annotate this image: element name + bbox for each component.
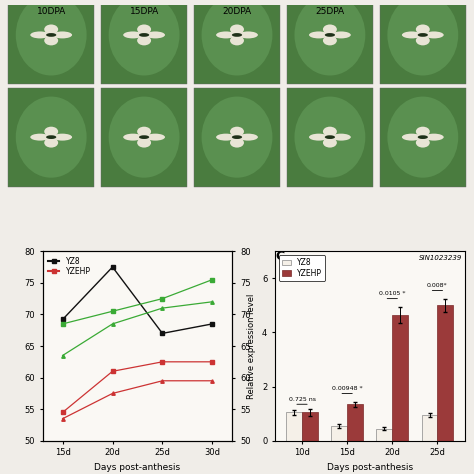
Ellipse shape: [416, 138, 430, 147]
Text: SIN1023239: SIN1023239: [419, 255, 462, 261]
Bar: [286, 412, 302, 441]
Ellipse shape: [137, 127, 151, 137]
Ellipse shape: [16, 97, 87, 178]
Bar: [422, 415, 438, 441]
Ellipse shape: [309, 134, 328, 141]
Ellipse shape: [416, 127, 430, 137]
Ellipse shape: [331, 134, 351, 141]
Ellipse shape: [109, 0, 180, 75]
Ellipse shape: [53, 31, 72, 38]
Ellipse shape: [323, 36, 337, 46]
Ellipse shape: [323, 25, 337, 34]
Text: 0.008*: 0.008*: [427, 283, 448, 288]
Ellipse shape: [44, 36, 58, 46]
Bar: [287, 88, 373, 187]
Y-axis label: Relative expression level: Relative expression level: [247, 293, 256, 399]
Ellipse shape: [402, 31, 421, 38]
Ellipse shape: [44, 25, 58, 34]
Ellipse shape: [232, 135, 242, 139]
Ellipse shape: [238, 31, 258, 38]
Bar: [8, 0, 94, 84]
X-axis label: Days post-anthesis: Days post-anthesis: [327, 463, 413, 472]
Ellipse shape: [325, 135, 335, 139]
Bar: [438, 305, 453, 441]
Ellipse shape: [201, 97, 273, 178]
Bar: [347, 404, 363, 441]
Legend: YZ8, YZEHP: YZ8, YZEHP: [46, 255, 92, 278]
Ellipse shape: [424, 31, 444, 38]
X-axis label: Days post-anthesis: Days post-anthesis: [94, 463, 181, 472]
Ellipse shape: [416, 25, 430, 34]
Ellipse shape: [294, 0, 365, 75]
Ellipse shape: [201, 0, 273, 75]
Bar: [287, 0, 373, 84]
Bar: [194, 88, 280, 187]
Bar: [380, 88, 466, 187]
Ellipse shape: [387, 0, 458, 75]
Ellipse shape: [146, 134, 165, 141]
Ellipse shape: [44, 127, 58, 137]
Ellipse shape: [137, 25, 151, 34]
Ellipse shape: [230, 138, 244, 147]
Ellipse shape: [424, 134, 444, 141]
Bar: [331, 426, 347, 441]
Ellipse shape: [418, 33, 428, 37]
Bar: [392, 315, 408, 441]
Ellipse shape: [323, 138, 337, 147]
Ellipse shape: [230, 127, 244, 137]
Ellipse shape: [216, 31, 236, 38]
Ellipse shape: [46, 135, 56, 139]
Text: 15DPA: 15DPA: [129, 7, 159, 16]
Text: 0.725 ns: 0.725 ns: [289, 397, 316, 401]
Ellipse shape: [123, 31, 143, 38]
Bar: [8, 88, 94, 187]
Ellipse shape: [418, 135, 428, 139]
Ellipse shape: [238, 134, 258, 141]
Ellipse shape: [331, 31, 351, 38]
Ellipse shape: [402, 134, 421, 141]
Text: 0.00948 *: 0.00948 *: [332, 386, 363, 391]
Bar: [101, 0, 187, 84]
Ellipse shape: [230, 36, 244, 46]
Ellipse shape: [216, 134, 236, 141]
Ellipse shape: [146, 31, 165, 38]
Ellipse shape: [309, 31, 328, 38]
Text: 20DPA: 20DPA: [222, 7, 252, 16]
Text: 25DPA: 25DPA: [315, 7, 345, 16]
Ellipse shape: [16, 0, 87, 75]
Ellipse shape: [123, 134, 143, 141]
Bar: [194, 0, 280, 84]
Text: 10DPA: 10DPA: [36, 7, 66, 16]
Legend: YZ8, YZEHP: YZ8, YZEHP: [279, 255, 325, 281]
Ellipse shape: [137, 138, 151, 147]
Ellipse shape: [323, 127, 337, 137]
Ellipse shape: [294, 97, 365, 178]
Ellipse shape: [230, 25, 244, 34]
Text: C: C: [276, 250, 285, 263]
Ellipse shape: [53, 134, 72, 141]
Ellipse shape: [46, 33, 56, 37]
Ellipse shape: [139, 135, 149, 139]
Bar: [302, 412, 318, 441]
Bar: [380, 0, 466, 84]
Ellipse shape: [137, 36, 151, 46]
Bar: [101, 88, 187, 187]
Ellipse shape: [30, 134, 50, 141]
Ellipse shape: [387, 97, 458, 178]
Ellipse shape: [44, 138, 58, 147]
Text: 0.0105 *: 0.0105 *: [379, 291, 406, 296]
Bar: [376, 428, 392, 441]
Ellipse shape: [139, 33, 149, 37]
Ellipse shape: [232, 33, 242, 37]
Ellipse shape: [325, 33, 335, 37]
Ellipse shape: [109, 97, 180, 178]
Ellipse shape: [416, 36, 430, 46]
Ellipse shape: [30, 31, 50, 38]
